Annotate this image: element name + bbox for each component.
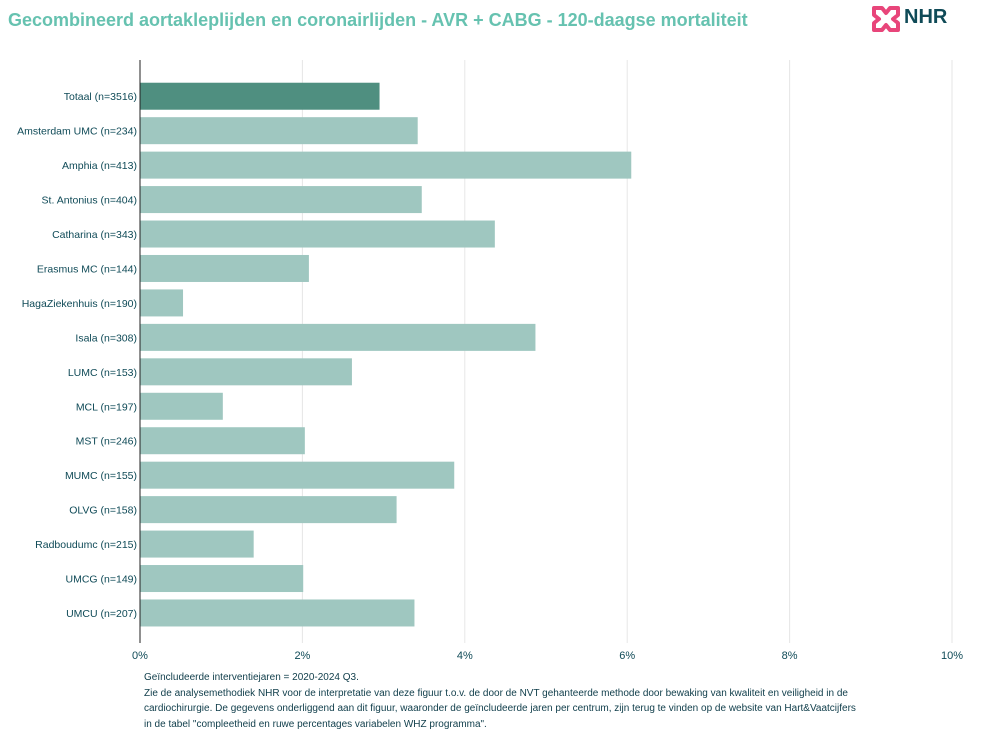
category-label: OLVG (n=158) (69, 505, 137, 517)
category-label: Isala (n=308) (75, 332, 137, 344)
bar-9 (140, 392, 223, 420)
category-label: St. Antonius (n=404) (42, 195, 137, 207)
logo-text: NHR (904, 6, 948, 28)
bar-10 (140, 427, 305, 455)
category-label: UMCU (n=207) (66, 608, 137, 620)
bar-2 (140, 151, 632, 179)
footnote-line-4: in de tabel "compleetheid en ruwe percen… (144, 718, 487, 730)
category-label: MST (n=246) (76, 436, 137, 448)
category-label: Totaal (n=3516) (64, 91, 137, 103)
nhr-heart-cross-icon (872, 6, 900, 32)
bar-13 (140, 530, 254, 558)
bar-6 (140, 289, 184, 317)
bar-4 (140, 220, 495, 248)
category-label: Amsterdam UMC (n=234) (17, 126, 137, 138)
footnote-line-2: Zie de analysemethodiek NHR voor de inte… (144, 687, 848, 699)
category-label: UMCG (n=149) (66, 574, 137, 586)
x-tick-label: 10% (941, 650, 963, 662)
category-label: HagaZiekenhuis (n=190) (22, 298, 137, 310)
x-tick-label: 4% (457, 650, 473, 662)
category-label: Catharina (n=343) (52, 229, 137, 241)
bar-7 (140, 323, 536, 351)
category-label: Erasmus MC (n=144) (37, 263, 137, 275)
x-tick-label: 0% (132, 650, 148, 662)
footnote-line-3: cardiochirurgie. De gegevens onderliggen… (144, 703, 856, 714)
bar-0 (140, 82, 380, 110)
category-label: MCL (n=197) (76, 401, 137, 413)
x-tick-label: 2% (294, 650, 310, 662)
category-label: Radboudumc (n=215) (35, 539, 137, 551)
category-label: MUMC (n=155) (65, 470, 137, 482)
bar-12 (140, 496, 397, 524)
x-tick-label: 8% (782, 650, 798, 662)
footnote: Geïncludeerde interventiejaren = 2020-20… (144, 670, 944, 732)
bar-14 (140, 565, 304, 593)
bar-15 (140, 599, 415, 627)
nhr-logo-icon (872, 6, 900, 32)
bar-1 (140, 117, 418, 145)
bar-5 (140, 254, 309, 282)
footnote-line-1: Geïncludeerde interventiejaren = 2020-20… (144, 672, 359, 683)
chart-title: Gecombineerd aortakleplijden en coronair… (8, 10, 748, 30)
bar-8 (140, 358, 352, 386)
bar-3 (140, 186, 422, 214)
category-label: LUMC (n=153) (68, 367, 137, 379)
category-label: Amphia (n=413) (62, 160, 137, 172)
x-tick-label: 6% (619, 650, 635, 662)
bar-chart: 0% 2% 4% 6% 8% 10% Totaal (n=3516) Amsterdam UM… (17, 60, 963, 662)
bar-11 (140, 461, 455, 489)
